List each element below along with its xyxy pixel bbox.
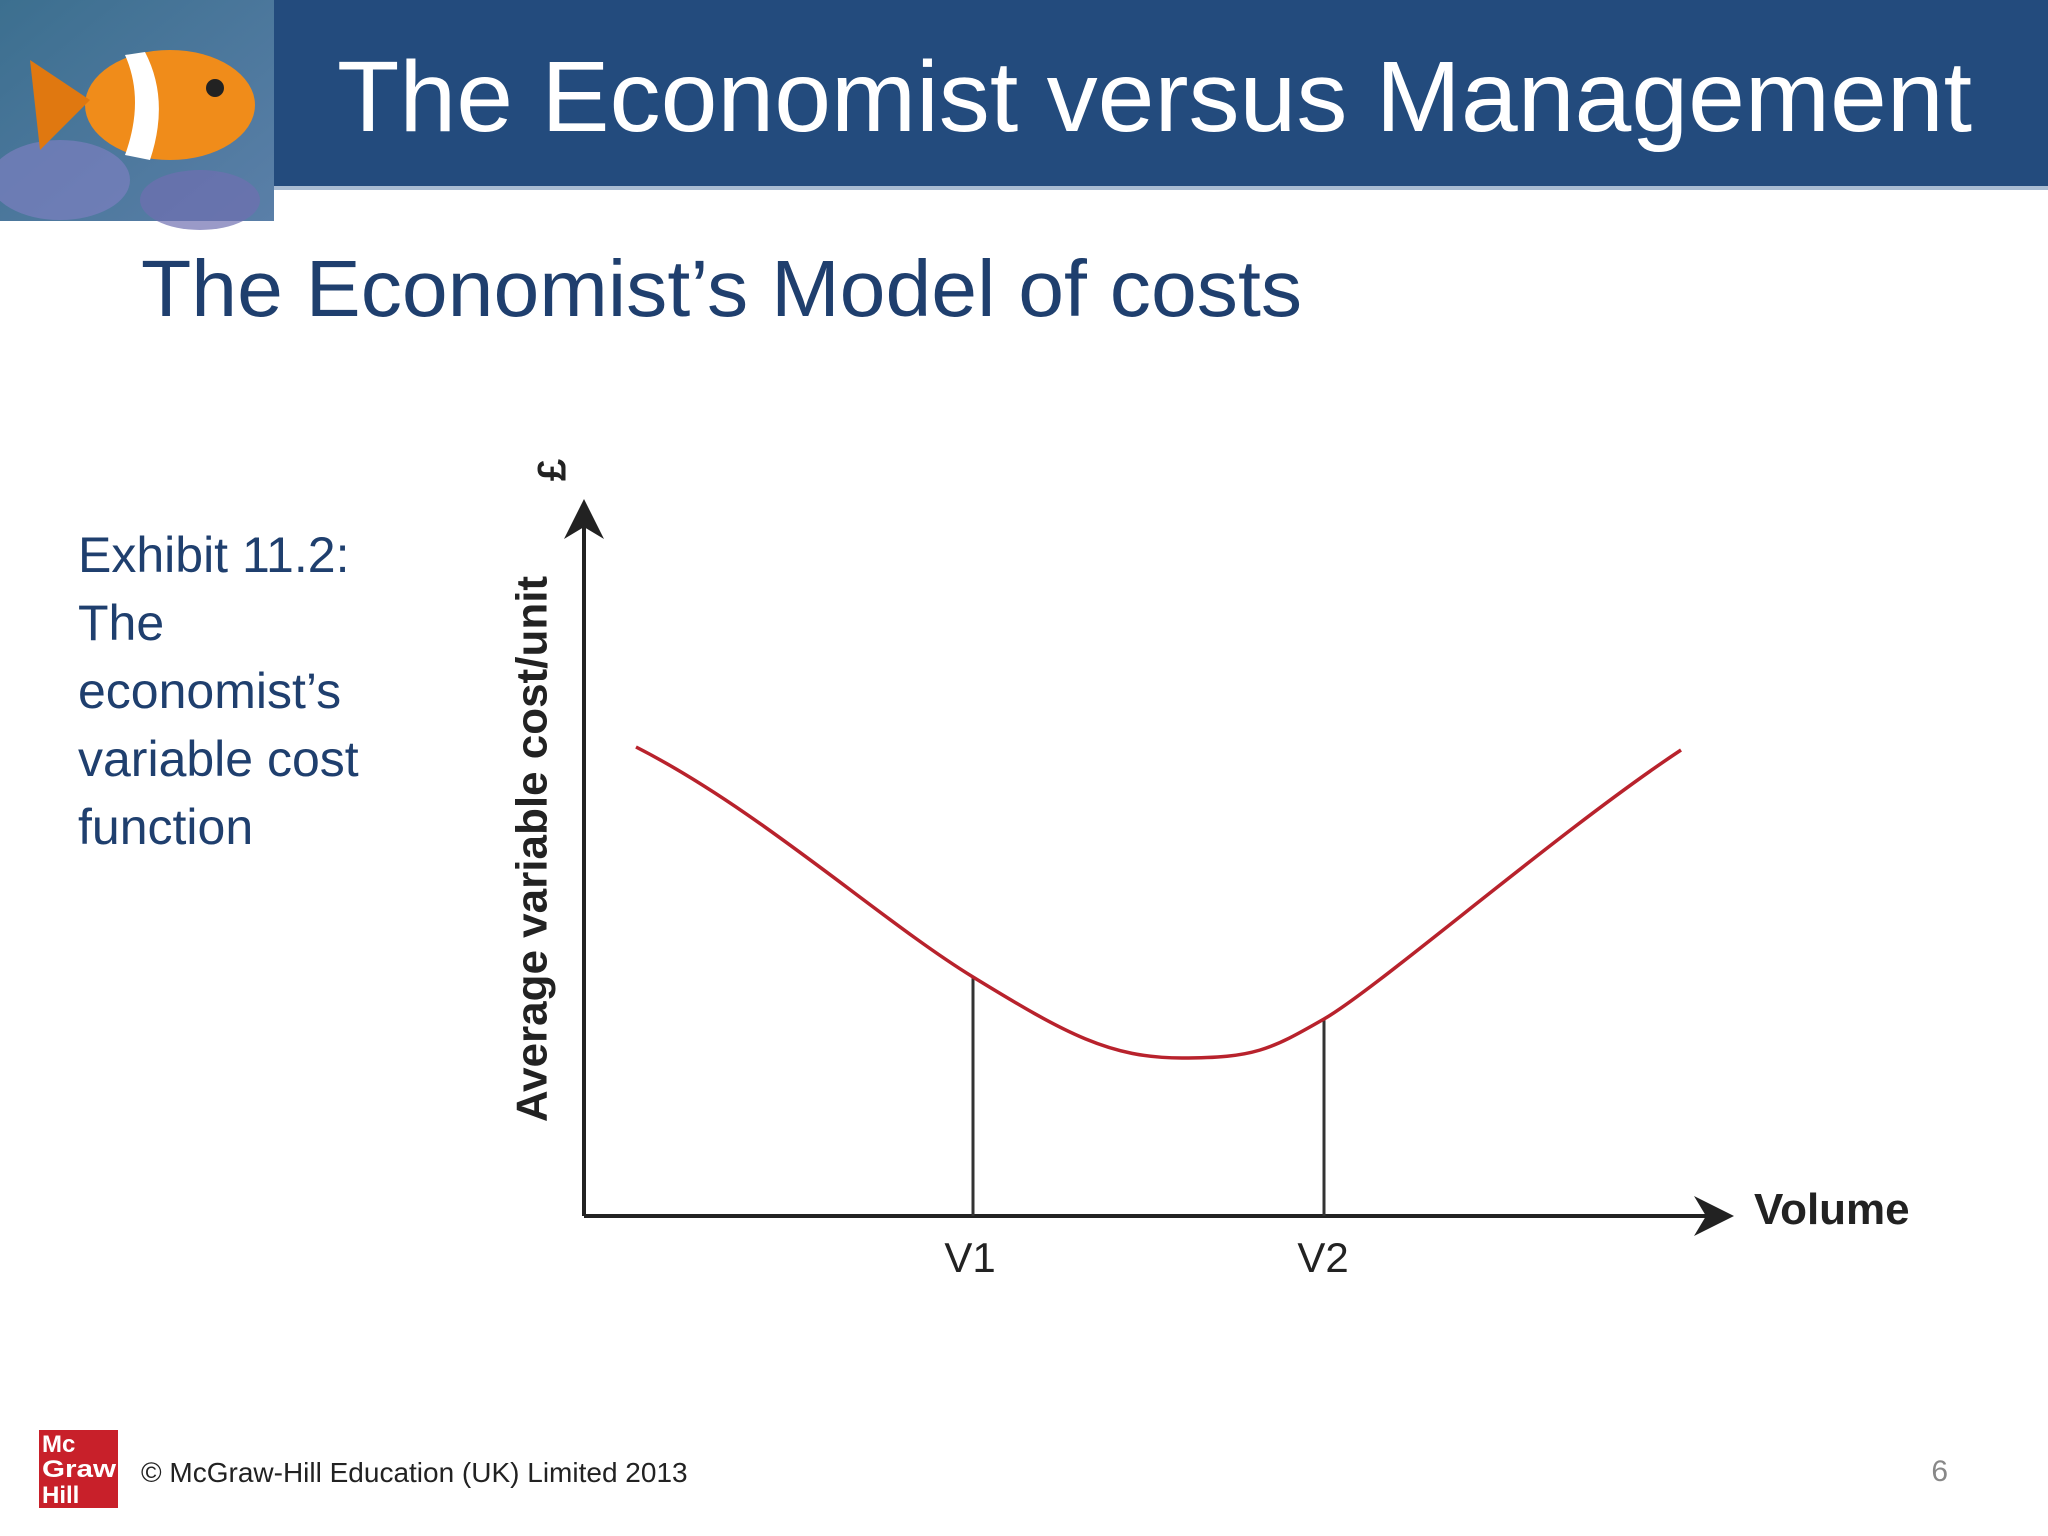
logo: Mc Graw Hill [39, 1430, 118, 1509]
title: The Economist versus Management [337, 41, 1972, 153]
header-rule [274, 186, 2048, 190]
fish-image [0, 0, 274, 230]
subtitle: The Economist’s Model of costs [141, 244, 1302, 333]
page-number: 6 [1931, 1455, 1948, 1488]
caption-line: Exhibit 11.2: [78, 527, 349, 583]
logo-text: Mc [42, 1431, 75, 1458]
caption-line: function [78, 799, 253, 855]
caption: Exhibit 11.2: The economist’s variable c… [78, 527, 359, 855]
header-band [274, 0, 2048, 189]
y-label: Average variable cost/unit [508, 576, 557, 1122]
y-unit: £ [531, 459, 575, 481]
x-label: Volume [1754, 1185, 1910, 1234]
logo-text: Graw [42, 1456, 116, 1483]
caption-line: economist’s [78, 663, 341, 719]
logo-text: Hill [42, 1482, 79, 1509]
copyright: © McGraw-Hill Education (UK) Limited 201… [141, 1457, 688, 1488]
caption-line: The [78, 595, 164, 651]
cost-curve [635, 745, 1682, 1060]
marker-label: V2 [1297, 1234, 1348, 1281]
diagram: £ Average variable cost/unit Volume V1 V… [508, 459, 1910, 1281]
caption-line: variable cost [78, 731, 359, 787]
marker-label: V1 [944, 1234, 995, 1281]
